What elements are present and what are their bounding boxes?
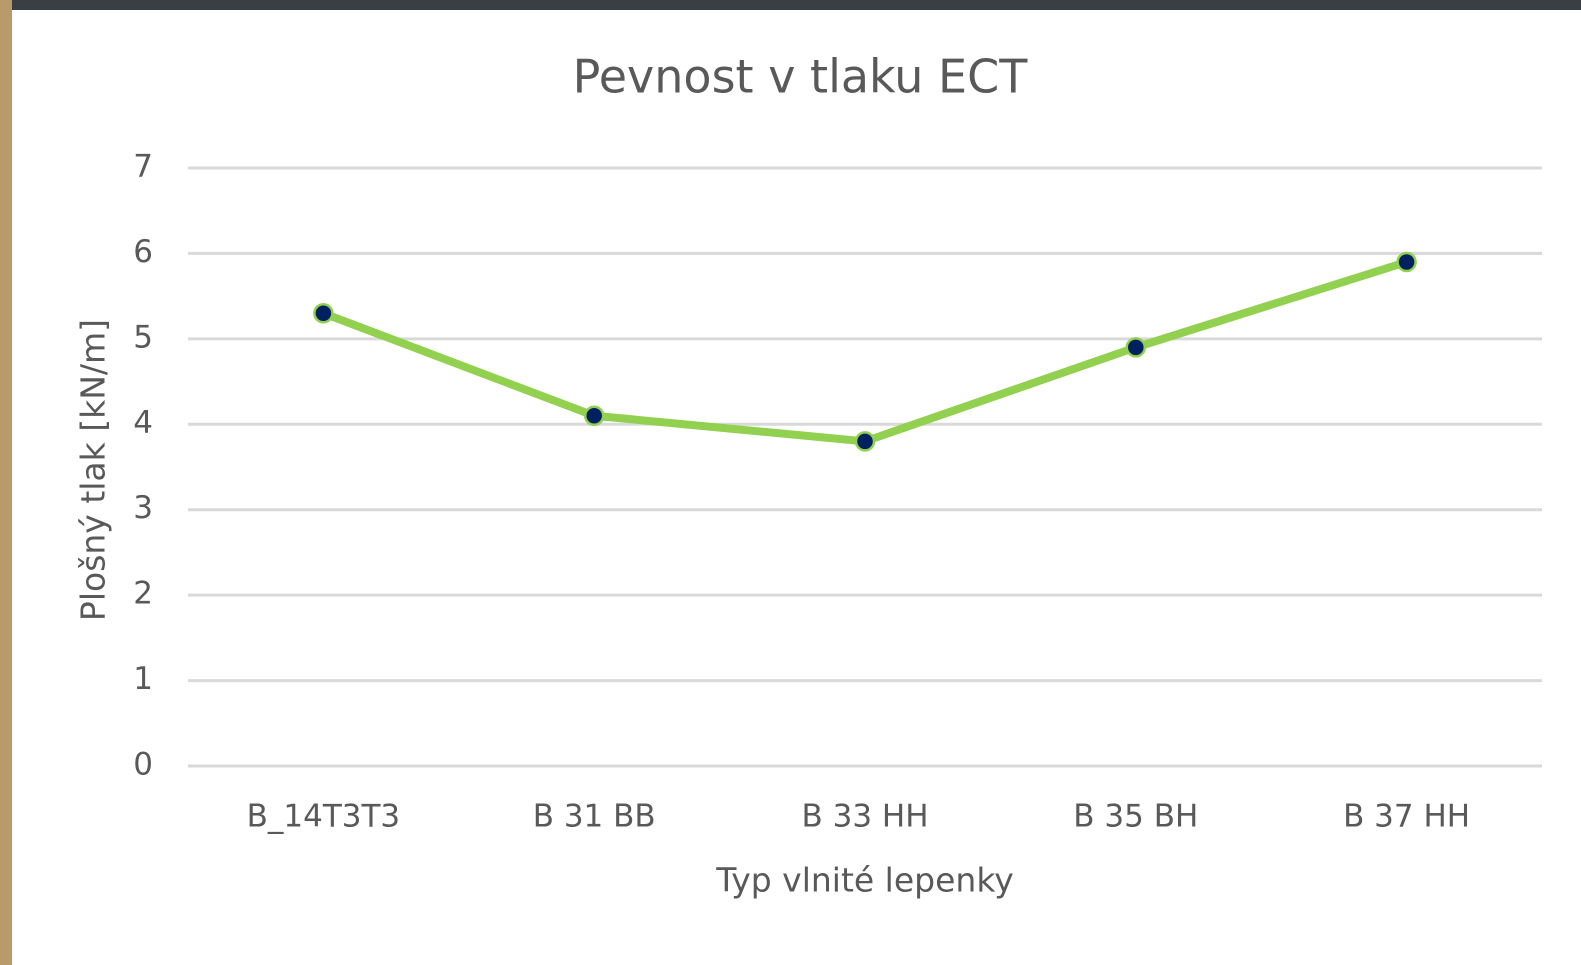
y-axis-title: Plošný tlak [kN/m] (74, 319, 113, 621)
page: Pevnost v tlaku ECT Typ vlnité lepenky P… (0, 0, 1581, 965)
y-tick-label: 3 (133, 490, 153, 526)
y-tick-label: 2 (133, 576, 153, 612)
point-marker (585, 407, 603, 425)
y-tick-label: 6 (133, 234, 153, 270)
x-tick-label: B 33 HH (801, 799, 928, 835)
point-marker (314, 304, 332, 322)
y-tick-label: 7 (133, 149, 153, 185)
point-marker (1398, 253, 1416, 271)
background-strip (0, 0, 1581, 10)
x-tick-label: B 31 BB (533, 799, 656, 835)
y-tick-label: 5 (133, 319, 153, 355)
y-tick-label: 0 (133, 747, 153, 783)
chart: Pevnost v tlaku ECT Typ vlnité lepenky P… (0, 0, 1581, 965)
x-axis-title: Typ vlnité lepenky (715, 861, 1014, 900)
y-tick-label: 4 (133, 405, 153, 441)
background-strip (0, 0, 12, 965)
point-marker (856, 432, 874, 450)
x-tick-label: B 35 BH (1073, 799, 1198, 835)
point-marker (1127, 338, 1145, 356)
x-tick-label: B 37 HH (1343, 799, 1470, 835)
x-tick-label: B_14T3T3 (247, 799, 401, 835)
chart-title: Pevnost v tlaku ECT (573, 50, 1029, 104)
y-tick-label: 1 (133, 661, 153, 697)
